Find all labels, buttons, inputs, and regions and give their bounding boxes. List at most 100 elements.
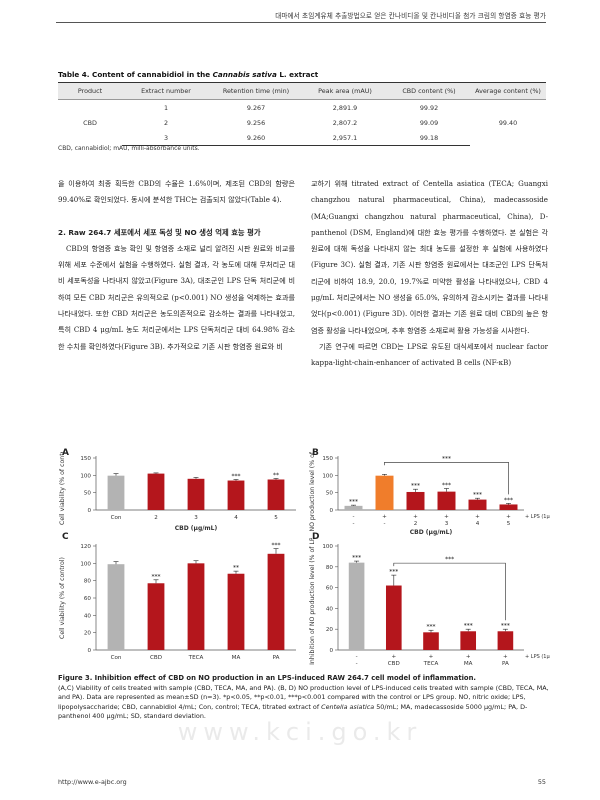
- y-tick-label: 40: [326, 606, 334, 612]
- x-tick-label: PA: [273, 655, 280, 661]
- significance-label: ***: [232, 473, 241, 480]
- panel-label-c: C: [62, 532, 69, 542]
- bar: [227, 480, 245, 510]
- figure-caption-species: Centella asiatica: [321, 702, 375, 711]
- chart-d-no-inhibition-comparison: Inhibition of NO production level (% of …: [309, 538, 550, 666]
- running-header: 대마에서 초임계유체 추출방법으로 얻은 칸나비디올 및 칸나비디올 첨가 크림…: [275, 12, 546, 20]
- significance-label: ***: [352, 555, 361, 562]
- table-caption-prefix: Table 4. Content of cannabidiol in the: [58, 70, 213, 79]
- y-tick-label: 60: [326, 586, 334, 592]
- y-tick-label: 80: [326, 565, 334, 571]
- lps-row-label: +: [382, 514, 387, 520]
- significance-label: ***: [442, 482, 451, 489]
- dose-row-label: -: [352, 521, 354, 527]
- bar: [385, 585, 402, 650]
- bar: [423, 632, 439, 650]
- bar: [497, 631, 514, 650]
- table-header-cell: Extract number: [122, 82, 210, 100]
- body-column-left: 을 이용하여 최종 획득한 CBD의 수율은 1.6%이며, 제조된 CBD의 …: [58, 176, 295, 355]
- x-tick-label: 4: [234, 515, 238, 521]
- bar: [460, 631, 477, 650]
- bracket-significance-label: ***: [442, 455, 451, 462]
- y-tick-label: 0: [87, 648, 91, 654]
- dose-row-label: -: [356, 661, 358, 666]
- page-number: 55: [537, 778, 546, 786]
- x-axis-label: CBD (μg/mL): [175, 525, 218, 532]
- lps-row-label: +: [506, 514, 511, 520]
- x-tick-label: 3: [194, 515, 198, 521]
- significance-label: ***: [272, 542, 281, 549]
- lps-legend-label: + LPS (1μg/mL): [525, 514, 550, 520]
- y-axis-label: Cell viability (% of control): [59, 452, 66, 525]
- dose-row-label: 2: [414, 521, 418, 527]
- bar: [227, 573, 245, 650]
- x-tick-label: 2: [154, 515, 158, 521]
- bar: [267, 479, 285, 510]
- paragraph: 을 이용하여 최종 획득한 CBD의 수율은 1.6%이며, 제조된 CBD의 …: [58, 179, 295, 205]
- dose-row-label: -: [383, 521, 385, 527]
- chart-a-viability-cbd: Cell viability (% of control) 0 50 100 150 **…: [59, 452, 296, 532]
- y-tick-label: 100: [80, 473, 91, 479]
- bar: [147, 583, 165, 650]
- bar: [147, 473, 165, 510]
- chart-b-no-production-cbd: NO production level (% of LPS) 0 50 100 150 *…: [309, 452, 550, 536]
- product-cell: CBD: [83, 118, 97, 127]
- table-note: CBD, cannabidiol; mAU, milli-absorbance …: [58, 145, 200, 152]
- figure-caption-body: (A,C) Viability of cells treated with sa…: [58, 683, 549, 711]
- x-tick-label: CBD: [150, 655, 162, 661]
- x-tick-label: TECA: [188, 655, 204, 661]
- watermark: www.kci.go.kr: [177, 718, 423, 746]
- table-cell: 2,891.9: [332, 103, 358, 112]
- y-tick-label: 100: [322, 544, 333, 550]
- lps-row-label: -: [352, 514, 354, 520]
- figure-caption-end: 50/mL; MA, madecassoside 5000 μg/mL; PA,…: [58, 702, 528, 721]
- significance-label: ***: [152, 573, 161, 580]
- bar: [499, 504, 518, 510]
- significance-label: ***: [504, 497, 513, 504]
- significance-label: ***: [389, 569, 398, 576]
- bar: [406, 491, 425, 510]
- table-cell: 2,957.1: [302, 130, 388, 146]
- figure-title: Figure 3. Inhibition effect of CBD on NO…: [58, 674, 476, 682]
- table-row: CBD 1 9.267 2,891.9 99.92 99.40: [58, 100, 546, 127]
- table-cell: 9.260: [210, 130, 302, 146]
- significance-label: **: [273, 472, 279, 479]
- y-tick-label: 0: [329, 508, 333, 514]
- y-tick-label: 20: [326, 627, 334, 633]
- y-axis-label: Cell viability (% of control): [59, 557, 66, 639]
- table-header-cell: CBD content (%): [388, 82, 470, 100]
- significance-label: ***: [464, 623, 473, 630]
- y-tick-label: 50: [326, 491, 334, 497]
- x-tick-label: Con: [111, 515, 122, 521]
- table-caption-suffix: L. extract: [276, 70, 319, 79]
- dose-row-label: 3: [445, 521, 449, 527]
- x-tick-label: Con: [111, 655, 122, 661]
- lps-row-label: +: [429, 654, 434, 660]
- body-column-right: 교하기 위해 titrated extract of Centella asia…: [311, 176, 548, 372]
- footer-url: http://www.e-ajbc.org: [58, 778, 127, 786]
- header-rule: [56, 22, 546, 23]
- y-tick-label: 80: [84, 579, 92, 585]
- y-tick-label: 100: [322, 473, 333, 479]
- bracket-significance-label: ***: [445, 556, 454, 563]
- section-heading: 2. Raw 264.7 세포에서 세포 독성 및 NO 생성 억제 효능 평가: [58, 227, 261, 237]
- table-caption-italic: Cannabis sativa: [212, 70, 277, 79]
- table-cell: 1: [163, 103, 169, 112]
- dose-row-label: TECA: [423, 661, 439, 666]
- y-tick-label: 0: [87, 508, 91, 514]
- comparison-bracket: [384, 461, 509, 495]
- y-tick-label: 20: [84, 631, 92, 637]
- table-cell: 9.256: [246, 118, 266, 127]
- panel-label-a: A: [62, 448, 69, 458]
- bar: [375, 475, 394, 510]
- y-axis-label: Inhibition of NO production level (% of …: [309, 538, 316, 665]
- dose-row-label: 5: [507, 521, 511, 527]
- y-axis-label: NO production level (% of LPS): [309, 452, 316, 532]
- figure-caption-text: (A,C) Viability of cells treated with sa…: [58, 684, 550, 722]
- lps-row-label: +: [391, 654, 396, 660]
- bar: [267, 553, 285, 650]
- table-cell: 3: [122, 130, 210, 146]
- cannabidiol-content-table: Product Extract number Retention time (m…: [58, 82, 546, 146]
- table-cell: 99.92: [419, 103, 439, 112]
- panel-label-b: B: [312, 448, 319, 458]
